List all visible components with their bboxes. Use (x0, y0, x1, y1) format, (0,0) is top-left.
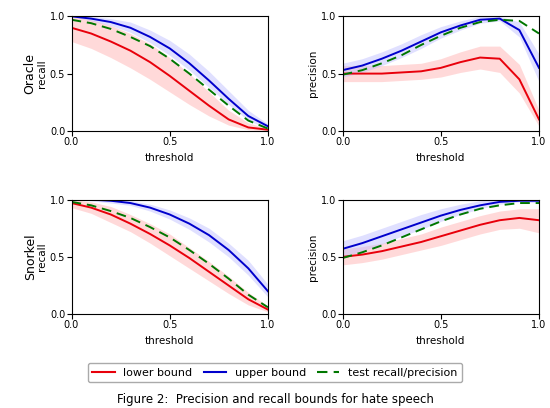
Y-axis label: recall: recall (37, 59, 47, 88)
Text: Figure 2:  Precision and recall bounds for hate speech: Figure 2: Precision and recall bounds fo… (117, 393, 433, 406)
Y-axis label: recall: recall (37, 243, 47, 271)
X-axis label: threshold: threshold (145, 336, 194, 346)
Y-axis label: precision: precision (308, 233, 318, 281)
Text: Snorkel: Snorkel (24, 233, 37, 280)
X-axis label: threshold: threshold (145, 153, 194, 163)
X-axis label: threshold: threshold (416, 336, 465, 346)
Text: Oracle: Oracle (24, 53, 37, 94)
X-axis label: threshold: threshold (416, 153, 465, 163)
Legend: lower bound, upper bound, test recall/precision: lower bound, upper bound, test recall/pr… (88, 363, 462, 382)
Y-axis label: precision: precision (308, 50, 318, 97)
